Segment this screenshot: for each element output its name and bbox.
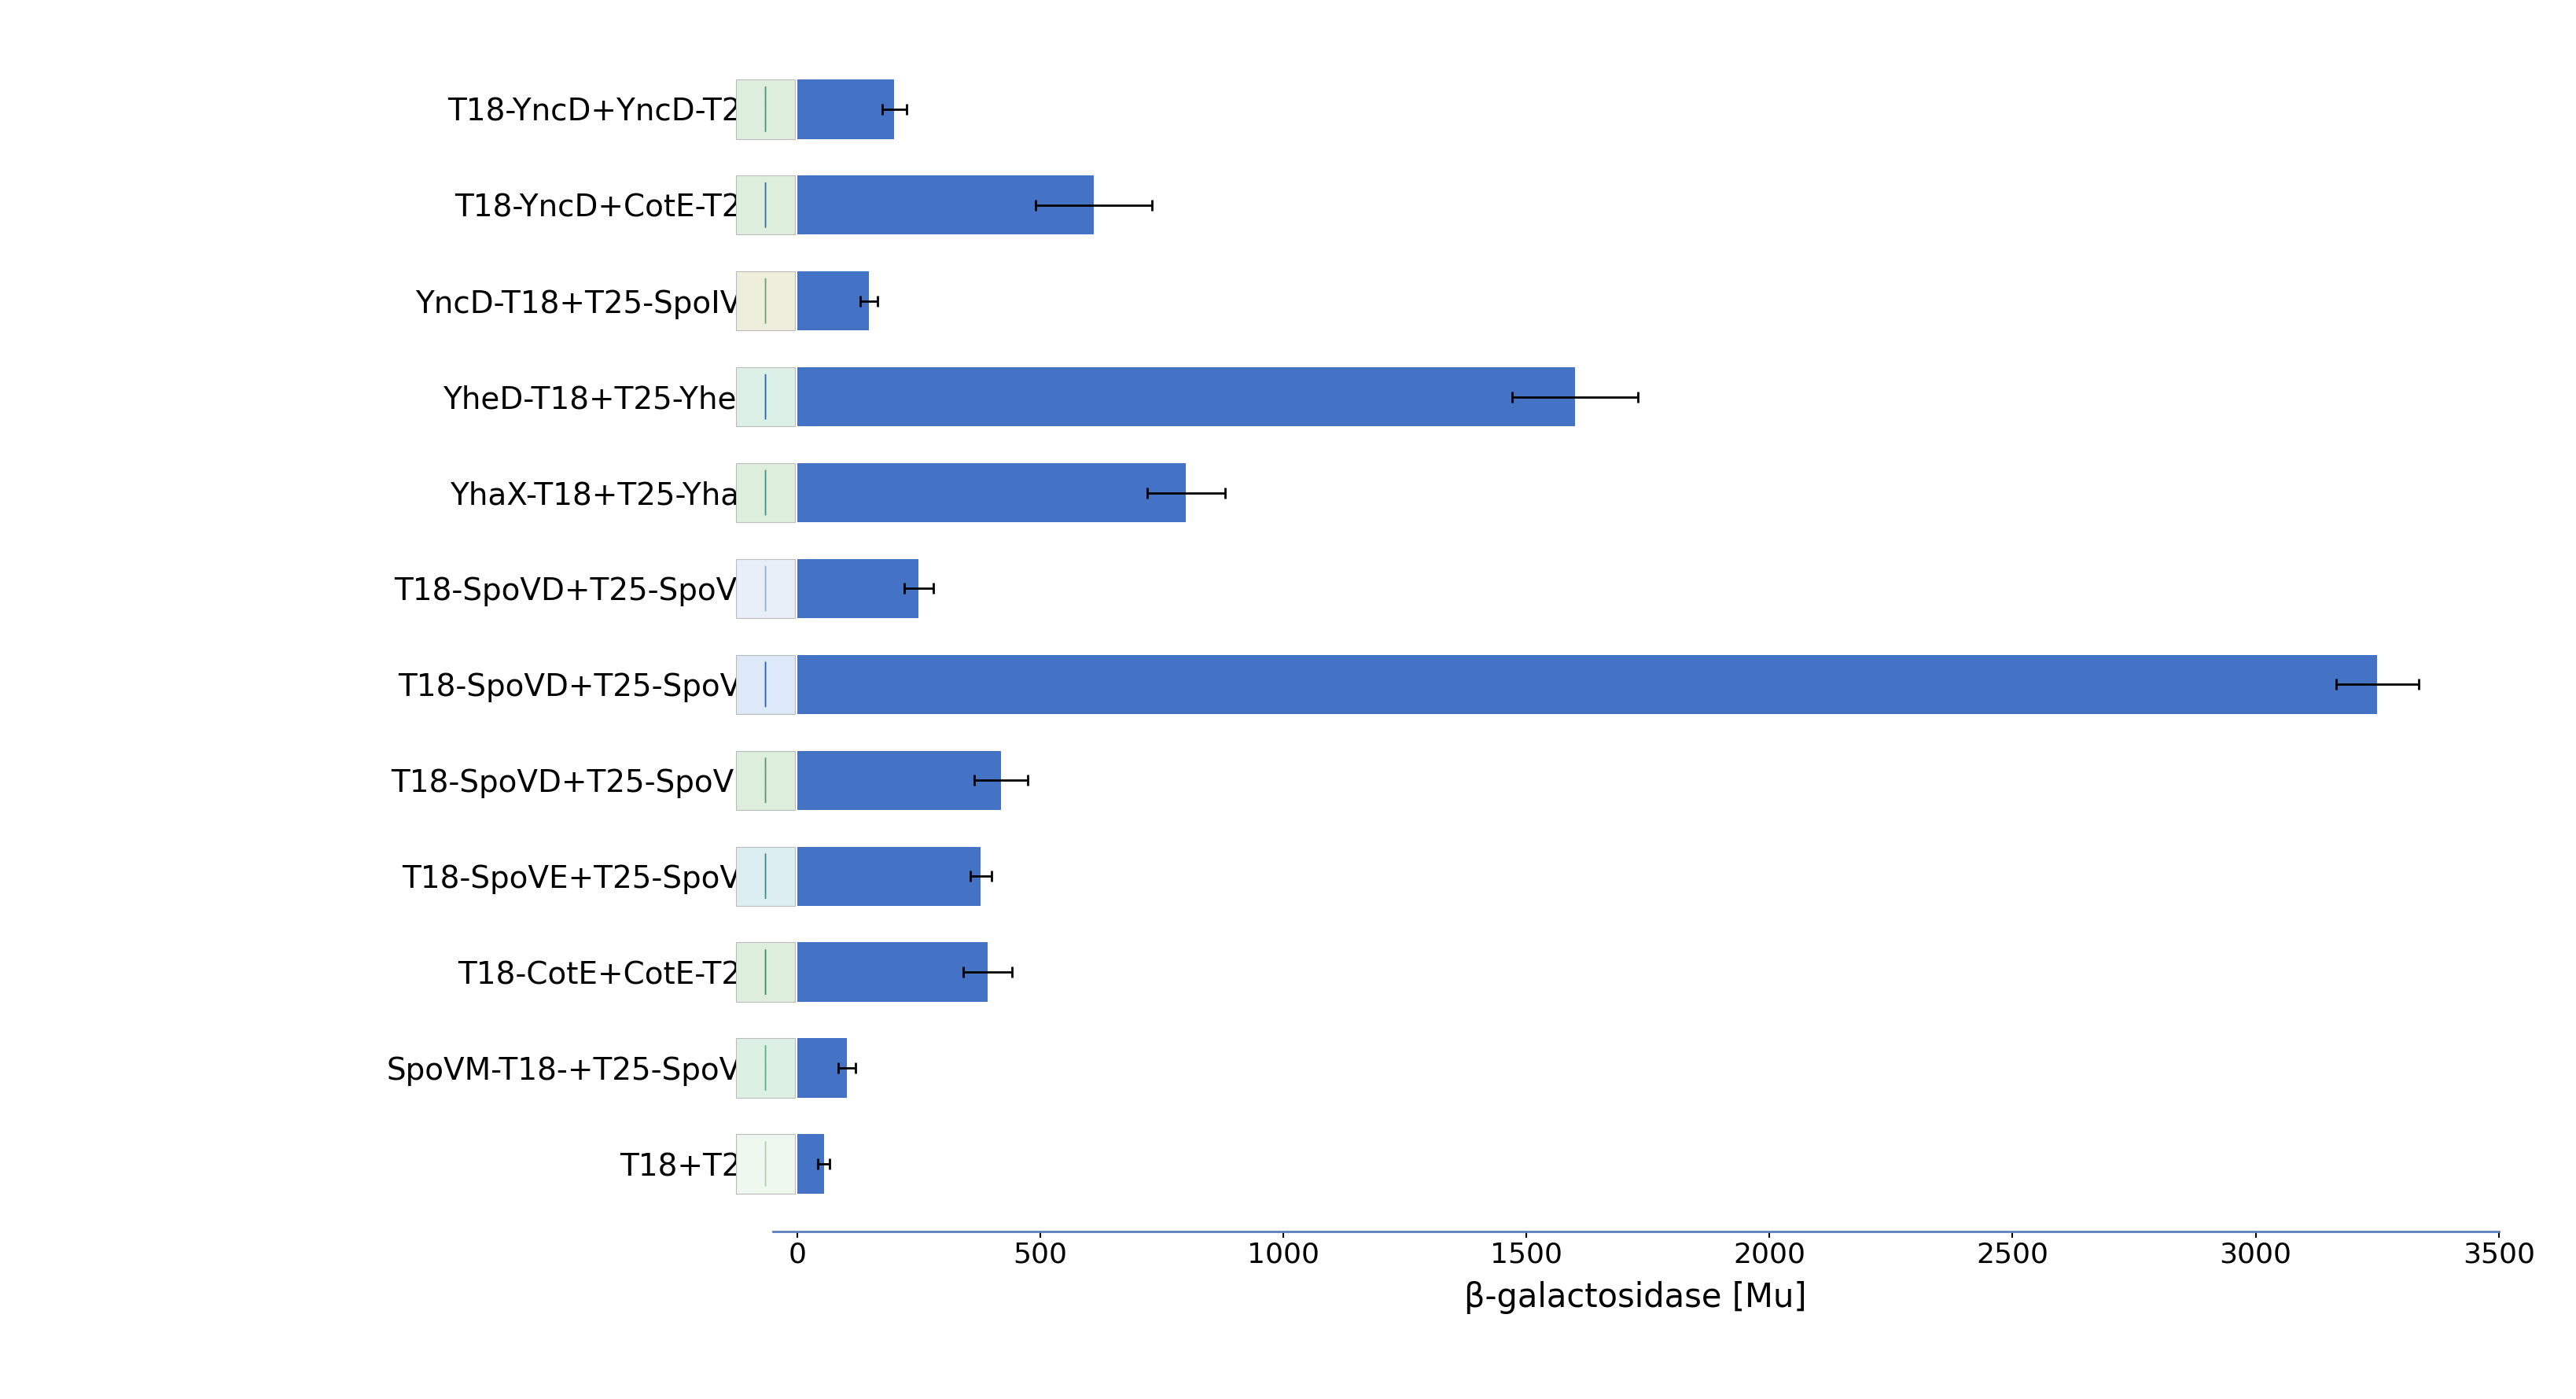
FancyBboxPatch shape <box>737 80 793 139</box>
FancyBboxPatch shape <box>737 1038 793 1098</box>
FancyBboxPatch shape <box>737 463 793 522</box>
FancyBboxPatch shape <box>737 751 793 810</box>
Bar <box>796 271 868 330</box>
FancyBboxPatch shape <box>737 943 793 1002</box>
FancyBboxPatch shape <box>737 846 793 907</box>
Bar <box>796 1135 824 1193</box>
FancyBboxPatch shape <box>737 175 793 235</box>
Bar <box>796 846 981 907</box>
FancyBboxPatch shape <box>737 655 793 715</box>
Bar <box>796 367 1574 427</box>
FancyBboxPatch shape <box>737 558 793 618</box>
Bar <box>796 80 894 139</box>
X-axis label: β-galactosidase [Mu]: β-galactosidase [Mu] <box>1466 1281 1806 1315</box>
FancyBboxPatch shape <box>737 271 793 330</box>
Bar <box>796 943 987 1002</box>
Bar <box>796 558 920 618</box>
Bar <box>796 463 1185 522</box>
Bar <box>796 1038 848 1098</box>
Bar <box>796 751 1002 810</box>
Bar <box>796 655 2378 715</box>
FancyBboxPatch shape <box>737 367 793 427</box>
FancyBboxPatch shape <box>737 1135 793 1193</box>
Bar <box>796 175 1095 235</box>
